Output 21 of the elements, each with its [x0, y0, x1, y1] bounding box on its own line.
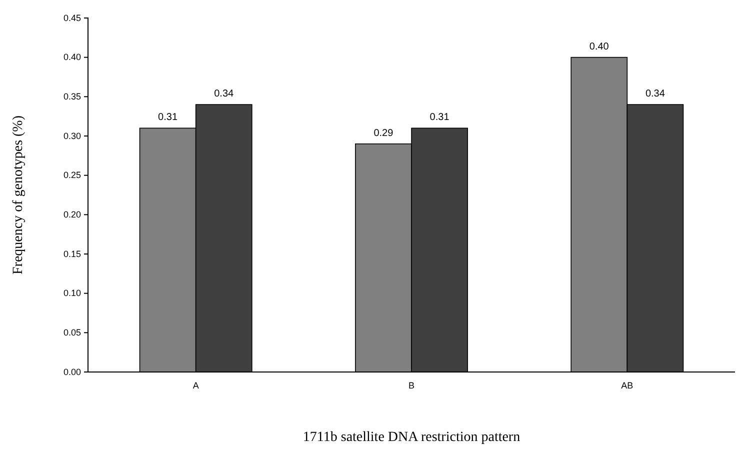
x-tick-label: B — [408, 380, 415, 390]
y-tick-label: 0.30 — [63, 130, 81, 141]
y-tick-label: 0.15 — [63, 248, 81, 259]
y-tick-label: 0.10 — [63, 288, 81, 298]
data-label: 0.31 — [158, 112, 178, 124]
y-tick-label: 0.35 — [63, 92, 81, 102]
data-label: 0.31 — [430, 112, 450, 124]
y-tick-label: 0.20 — [63, 210, 81, 220]
y-tick-label: 0.45 — [63, 12, 81, 23]
y-tick-label: 0.05 — [63, 328, 81, 338]
data-label: 0.34 — [214, 88, 234, 100]
y-tick-label: 0.40 — [63, 52, 81, 62]
y-axis-title: Frequency of genotypes (%) — [11, 115, 26, 275]
y-tick-label: 0.00 — [63, 366, 81, 377]
x-axis-title: 1711b satellite DNA restriction pattern — [302, 430, 520, 445]
data-label: 0.29 — [374, 128, 394, 139]
x-tick-label: AB — [621, 380, 634, 390]
data-label: 0.40 — [589, 41, 610, 52]
x-tick-label: A — [192, 380, 199, 390]
y-tick-label: 0.25 — [63, 170, 81, 180]
data-label: 0.34 — [645, 88, 666, 100]
